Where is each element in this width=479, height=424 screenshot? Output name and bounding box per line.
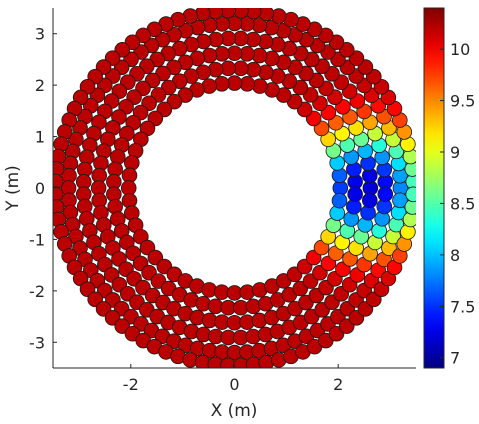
colorbar-tick-label: 7.5: [450, 297, 475, 316]
colorbar-tick-label: 9.5: [450, 92, 475, 111]
y-tick-label: 2: [35, 76, 45, 95]
colorbar-tick-label: 8: [450, 246, 460, 265]
data-point: [392, 192, 408, 209]
y-tick-label: -3: [29, 333, 45, 352]
y-tick-label: 1: [35, 128, 45, 147]
x-tick-label: -2: [123, 375, 139, 394]
data-point: [347, 186, 363, 203]
data-point: [331, 192, 348, 209]
colorbar-tick-label: 10: [450, 40, 470, 59]
colorbar-tick-label: 9: [450, 143, 460, 162]
axes: -2 0 2 -3 -2 -1 0 1 2 3: [29, 8, 416, 394]
y-tick-label: -2: [29, 282, 45, 301]
y-tick-label: 0: [35, 179, 45, 198]
y-tick-label: -1: [29, 230, 45, 249]
colorbar: 7 7.5 8 8.5 9 9.5 10: [423, 7, 475, 369]
colorbar-tick-label: 8.5: [450, 194, 475, 213]
colorbar-bar: [423, 7, 445, 369]
y-axis-label: Y (m): [3, 165, 23, 212]
data-points: [53, 8, 416, 368]
colorbar-tick-label: 7: [450, 349, 460, 368]
data-point: [377, 186, 394, 202]
x-tick-label: 0: [229, 375, 239, 394]
x-axis-label: X (m): [211, 401, 258, 421]
data-point: [405, 186, 416, 203]
data-point: [361, 192, 378, 209]
y-tick-label: 3: [35, 25, 45, 44]
x-tick-label: 2: [333, 375, 343, 394]
